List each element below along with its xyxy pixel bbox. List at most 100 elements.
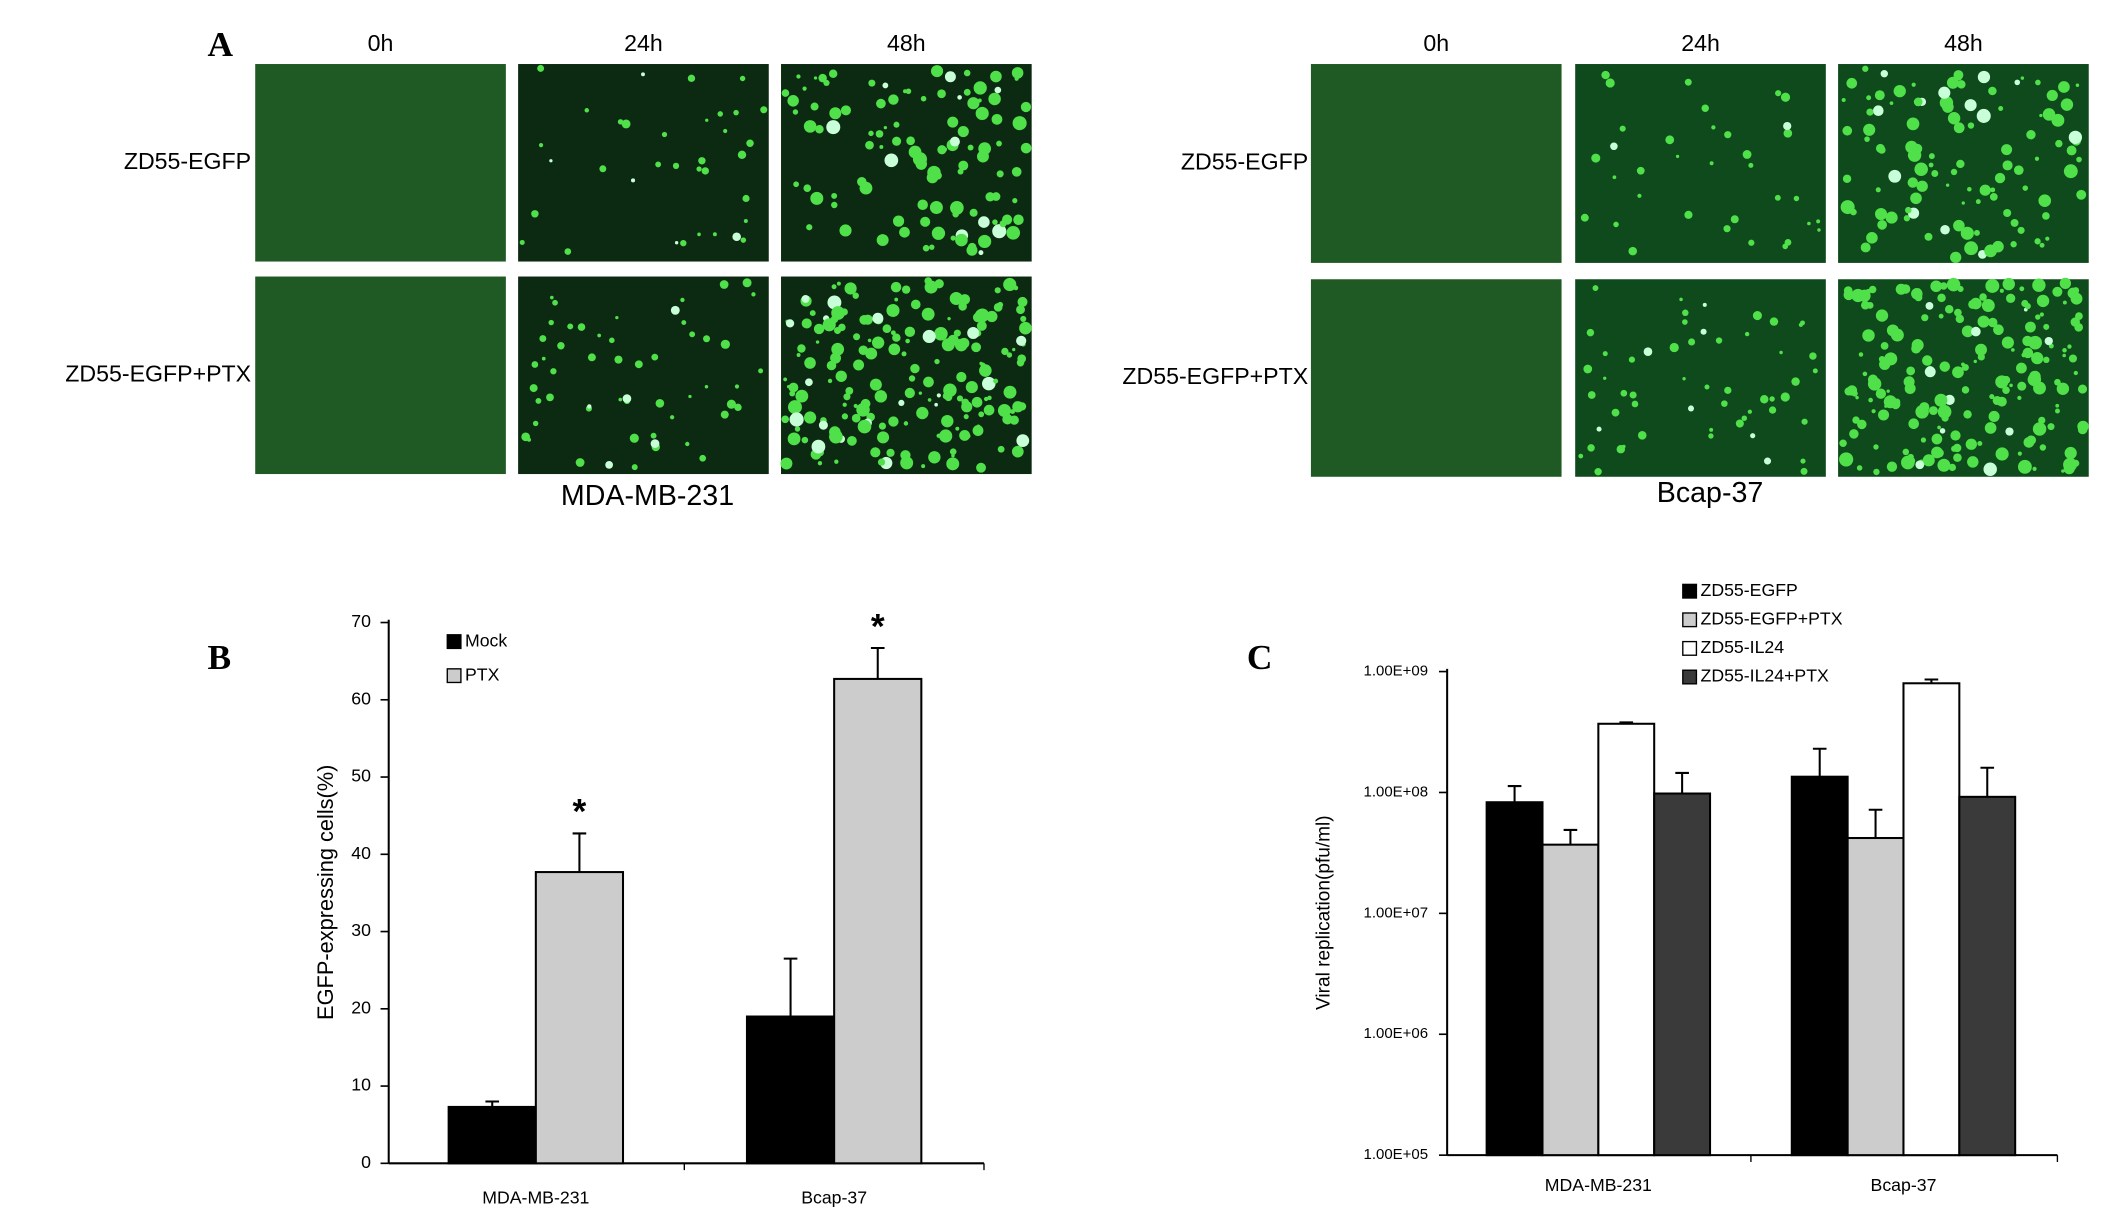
cell bbox=[720, 410, 729, 419]
cell bbox=[1954, 308, 1962, 317]
cell bbox=[1679, 297, 1683, 302]
cell bbox=[615, 315, 619, 320]
cell bbox=[972, 425, 984, 437]
error-bar bbox=[485, 1100, 500, 1107]
cell bbox=[2076, 189, 2087, 200]
cell bbox=[2002, 277, 2015, 291]
cell bbox=[1944, 305, 1954, 314]
cell bbox=[949, 448, 957, 455]
cell bbox=[1715, 337, 1723, 344]
cell bbox=[2059, 277, 2072, 289]
cell bbox=[903, 289, 908, 294]
cell bbox=[733, 109, 739, 116]
cell bbox=[1014, 76, 1019, 81]
cell bbox=[906, 136, 915, 146]
cell bbox=[1741, 415, 1748, 421]
row-label: ZD55-EGFP+PTX bbox=[1122, 363, 1308, 389]
cell bbox=[1931, 170, 1939, 177]
cell bbox=[936, 393, 941, 398]
cell bbox=[1886, 389, 1890, 393]
cell bbox=[1988, 410, 2000, 422]
cell bbox=[831, 342, 845, 356]
cell bbox=[1961, 362, 1965, 367]
cell bbox=[2068, 354, 2078, 363]
micrograph bbox=[781, 276, 1032, 475]
cell bbox=[1914, 162, 1928, 177]
cell bbox=[2045, 236, 2050, 241]
bar bbox=[833, 677, 923, 1165]
cell bbox=[829, 426, 841, 438]
cell bbox=[1637, 431, 1647, 440]
cell bbox=[2032, 466, 2037, 472]
cell bbox=[2033, 381, 2046, 395]
cell bbox=[1998, 106, 2004, 111]
cell bbox=[877, 431, 890, 444]
cell bbox=[577, 323, 586, 331]
cell bbox=[557, 342, 565, 350]
cell bbox=[1993, 324, 2004, 336]
cell bbox=[2044, 336, 2053, 346]
cell bbox=[680, 239, 687, 247]
cell bbox=[2039, 444, 2047, 451]
cell bbox=[1979, 293, 1987, 301]
cell bbox=[2002, 386, 2010, 394]
cell bbox=[1983, 462, 1997, 476]
error-bar bbox=[572, 832, 587, 873]
cell bbox=[2026, 130, 2036, 140]
cell bbox=[1843, 289, 1854, 301]
cell bbox=[990, 70, 1002, 83]
cell bbox=[801, 436, 809, 444]
cell bbox=[1913, 97, 1923, 107]
cell bbox=[723, 128, 728, 134]
cell bbox=[803, 411, 817, 424]
cell bbox=[720, 339, 730, 349]
cell bbox=[2064, 446, 2077, 460]
cell bbox=[910, 299, 921, 310]
cell bbox=[630, 178, 636, 183]
cell bbox=[1011, 67, 1024, 79]
cell bbox=[917, 199, 928, 211]
cell bbox=[971, 396, 983, 408]
cell bbox=[860, 398, 871, 409]
cell bbox=[831, 192, 838, 199]
cell bbox=[937, 89, 946, 99]
cell bbox=[958, 302, 967, 311]
cell bbox=[712, 232, 717, 237]
cell bbox=[1724, 131, 1732, 139]
cell bbox=[1928, 162, 1934, 168]
cell bbox=[703, 335, 711, 343]
cell bbox=[934, 279, 944, 289]
cell bbox=[1875, 187, 1881, 193]
cell bbox=[751, 292, 756, 297]
cell bbox=[882, 82, 889, 89]
cell bbox=[2001, 144, 2013, 156]
cell bbox=[597, 333, 602, 338]
cell bbox=[587, 353, 596, 362]
cell bbox=[1592, 285, 1599, 291]
panel-letter: C bbox=[1247, 637, 1273, 677]
cell bbox=[852, 292, 859, 299]
cell bbox=[2031, 352, 2044, 365]
cell bbox=[2022, 185, 2029, 191]
cell bbox=[785, 319, 795, 328]
cell bbox=[875, 130, 884, 138]
cell bbox=[1937, 425, 1941, 430]
cell bbox=[835, 370, 847, 382]
cell bbox=[966, 244, 978, 256]
cell bbox=[851, 413, 861, 423]
y-tick-label: 70 bbox=[351, 611, 371, 631]
cell bbox=[532, 420, 539, 427]
cell bbox=[976, 462, 986, 473]
cell bbox=[831, 306, 845, 320]
cell bbox=[1957, 80, 1966, 89]
cell bbox=[969, 208, 978, 217]
cell bbox=[674, 241, 679, 245]
cell bbox=[787, 95, 799, 107]
cell bbox=[1003, 385, 1017, 399]
cell bbox=[886, 303, 900, 318]
cell bbox=[1902, 448, 1910, 456]
cell bbox=[1730, 215, 1739, 224]
cell bbox=[892, 215, 905, 227]
cell bbox=[1922, 355, 1933, 366]
cell bbox=[947, 334, 959, 346]
